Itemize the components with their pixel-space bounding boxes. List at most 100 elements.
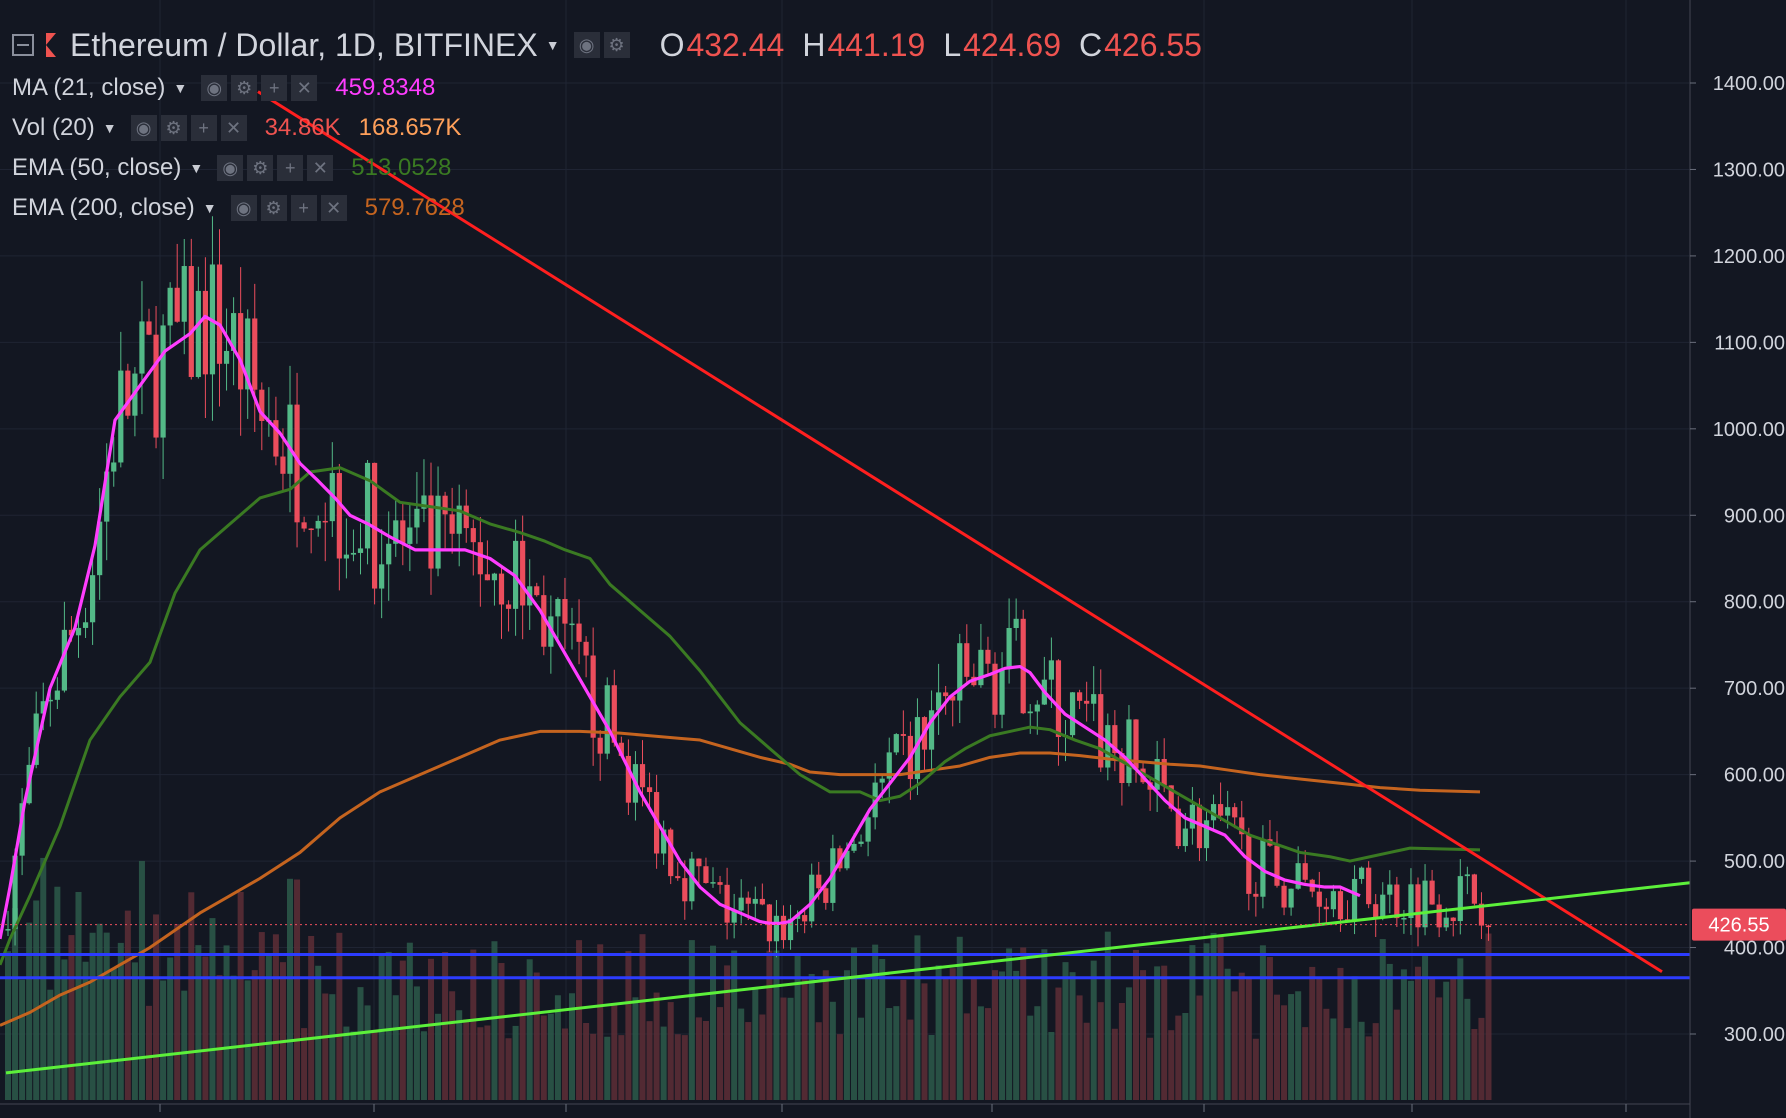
candle-body — [1168, 785, 1174, 809]
candle-body — [1288, 888, 1294, 908]
volume-bar — [1196, 995, 1203, 1100]
candle-body — [555, 599, 561, 617]
candle-body — [780, 915, 787, 941]
volume-bar — [604, 1036, 611, 1100]
volume-bar — [89, 932, 96, 1100]
plus-icon[interactable]: + — [261, 75, 288, 101]
chevron-down-icon[interactable]: ▼ — [545, 37, 560, 53]
plus-icon[interactable]: + — [277, 155, 304, 181]
gear-icon[interactable]: ⚙ — [260, 195, 287, 221]
volume-bar — [667, 1002, 674, 1100]
volume-bar — [117, 942, 124, 1100]
candle-body — [90, 575, 96, 623]
gear-icon[interactable]: ⚙ — [231, 75, 258, 101]
symbol-title[interactable]: Ethereum / Dollar, 1D, BITFINEX — [70, 26, 538, 63]
chevron-down-icon[interactable]: ▼ — [173, 80, 188, 96]
eye-icon[interactable]: ◉ — [130, 115, 157, 141]
volume-bar — [547, 1013, 554, 1100]
price-tick-label: 900.00 — [1724, 505, 1785, 527]
close-icon[interactable]: ✕ — [291, 75, 318, 101]
eye-icon[interactable]: ◉ — [573, 32, 600, 58]
candle-body — [1084, 700, 1090, 704]
candle-body — [1485, 925, 1492, 928]
volume-bar — [350, 1031, 357, 1100]
candle-body — [1225, 807, 1231, 816]
candle-body — [879, 778, 885, 783]
indicator-label[interactable]: EMA (200, close) — [12, 194, 195, 221]
volume-bar — [780, 997, 787, 1100]
candle-body — [851, 843, 857, 851]
volume-bar — [738, 1008, 745, 1100]
candle-body — [639, 764, 646, 788]
plus-icon[interactable]: + — [290, 195, 317, 221]
volume-bar — [378, 955, 385, 1100]
candle-body — [590, 655, 596, 738]
candle-body — [1020, 618, 1026, 714]
eye-icon[interactable]: ◉ — [217, 155, 244, 181]
volume-bar — [801, 979, 808, 1100]
volume-bar — [949, 968, 956, 1100]
volume-bar — [646, 1021, 653, 1100]
time-axis[interactable] — [0, 1103, 1690, 1112]
volume-bar — [138, 860, 145, 1100]
eye-icon[interactable]: ◉ — [201, 75, 228, 101]
chevron-down-icon[interactable]: ▼ — [189, 160, 204, 176]
chevron-down-icon[interactable]: ▼ — [102, 120, 117, 136]
volume-bar — [1133, 949, 1139, 1100]
chevron-down-icon[interactable]: ▼ — [202, 200, 217, 216]
volume-bar — [576, 940, 583, 1100]
collapse-icon[interactable] — [12, 34, 34, 56]
volume-bar — [970, 977, 977, 1100]
price-tick-label: 1300.00 — [1713, 159, 1785, 181]
price-tick-label: 1000.00 — [1713, 419, 1785, 441]
volume-bar — [1259, 945, 1266, 1100]
volume-bar — [96, 923, 103, 1100]
price-axis[interactable]: 1400.00 1300.00 1200.00 1100.00 1000.00 900.0… — [1690, 73, 1786, 1046]
candle-body — [1232, 807, 1238, 818]
candle-body — [160, 325, 166, 438]
close-icon[interactable]: ✕ — [220, 115, 247, 141]
volume-bar — [702, 1021, 709, 1100]
gear-icon[interactable]: ⚙ — [247, 155, 274, 181]
indicator-label[interactable]: EMA (50, close) — [12, 154, 182, 181]
candle-body — [456, 505, 462, 534]
candle-body — [1175, 808, 1181, 847]
candle-body — [583, 641, 589, 656]
candle-body — [315, 520, 321, 529]
volume-bar — [371, 1029, 378, 1100]
candle-body — [957, 643, 963, 701]
volume-bar — [533, 972, 540, 1100]
volume-bar — [717, 1007, 724, 1100]
volume-bar — [999, 971, 1006, 1100]
candle-body — [865, 817, 871, 842]
plus-icon[interactable]: + — [190, 115, 217, 141]
indicator-label[interactable]: Vol (20) — [12, 114, 95, 141]
volume-bar — [1027, 1015, 1034, 1100]
candle-body — [985, 649, 991, 664]
volume-bar — [103, 932, 110, 1100]
gear-icon[interactable]: ⚙ — [603, 32, 630, 58]
candle-body — [1048, 660, 1054, 680]
volume-bar — [829, 1001, 836, 1100]
eye-icon[interactable]: ◉ — [230, 195, 257, 221]
candle-body — [943, 692, 949, 697]
volume-bar — [223, 945, 230, 1100]
price-tick-label: 1400.00 — [1713, 73, 1785, 95]
volume-bar — [1154, 966, 1161, 1100]
volume-bar — [456, 1010, 463, 1100]
candle-body — [350, 552, 357, 555]
volume-bar — [1013, 970, 1020, 1100]
volume-bar — [731, 950, 738, 1100]
candle-body — [47, 699, 53, 702]
close-icon[interactable]: ✕ — [320, 195, 347, 221]
close-icon[interactable]: ✕ — [307, 155, 334, 181]
candle-body — [576, 623, 582, 642]
flag-icon[interactable] — [46, 33, 56, 57]
candle-body — [174, 287, 180, 322]
last-price-label: 426.55 — [1708, 915, 1769, 937]
indicator-label[interactable]: MA (21, close) — [12, 74, 166, 101]
gear-icon[interactable]: ⚙ — [160, 115, 187, 141]
candle-body — [386, 543, 392, 565]
volume-bar — [1069, 972, 1076, 1100]
